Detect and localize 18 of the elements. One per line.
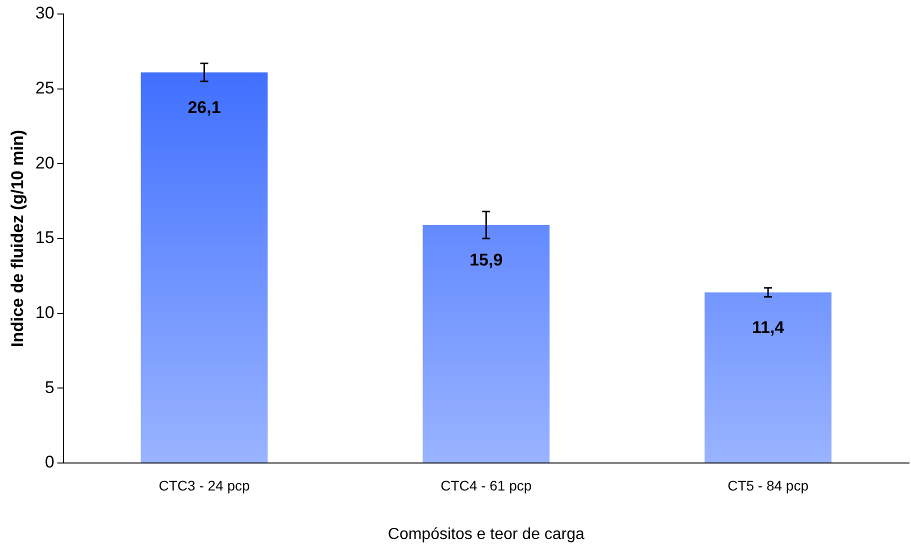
y-tick-label: 10 (35, 303, 54, 322)
y-tick-label: 0 (44, 452, 54, 472)
y-tick-label: 20 (35, 153, 54, 172)
data-label: 11,4 (752, 318, 785, 338)
data-label: 26,1 (188, 98, 221, 118)
bar (422, 225, 550, 462)
x-tick-label: CTC3 - 24 pcp (158, 477, 250, 494)
bar (140, 72, 268, 462)
x-tick-label: CTC4 - 61 pcp (440, 477, 532, 494)
y-tick-label: 30 (35, 4, 54, 23)
bar (704, 292, 832, 462)
y-tick-label: 15 (35, 228, 54, 248)
y-tick-label: 5 (44, 378, 54, 397)
y-tick-label: 25 (35, 78, 54, 98)
x-axis-title: Compósitos e teor de carga (388, 526, 585, 543)
x-tick-label: CT5 - 84 pcp (728, 477, 809, 494)
y-axis-title: Indice de fluidez (g/10 min) (8, 130, 27, 348)
data-label: 15,9 (470, 250, 503, 270)
